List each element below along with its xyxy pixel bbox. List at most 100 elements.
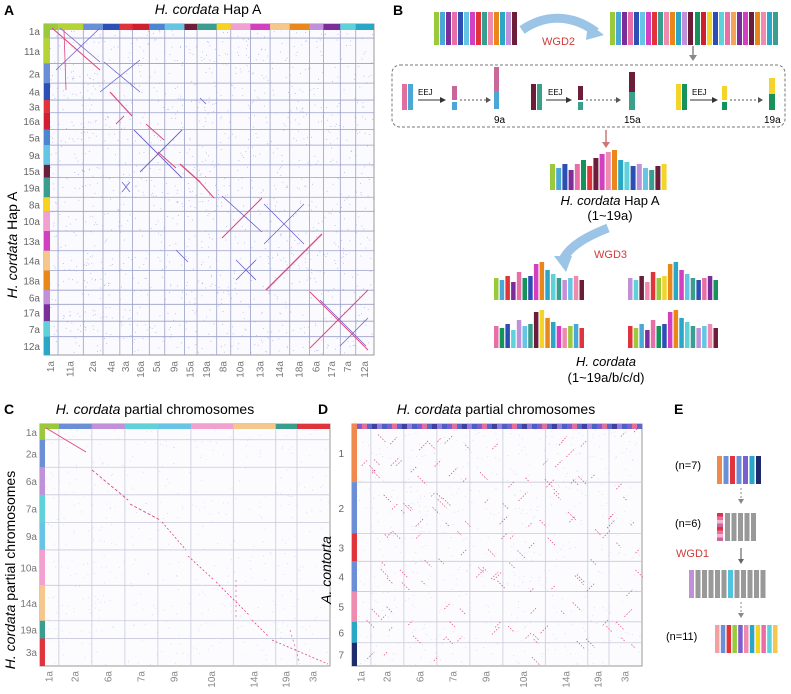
synteny-dash <box>410 466 417 473</box>
noise-dot <box>304 258 306 260</box>
noise-dot <box>208 155 209 157</box>
noise-dot <box>63 518 65 520</box>
noise-dot <box>460 478 462 480</box>
y-tick-label: 3a <box>26 648 38 659</box>
noise-dot <box>283 129 285 131</box>
noise-dot <box>355 224 357 226</box>
noise-dot <box>277 254 279 256</box>
noise-dot <box>112 258 113 260</box>
noise-dot <box>220 95 222 96</box>
noise-dot <box>142 608 144 610</box>
noise-dot <box>533 517 535 519</box>
color-bar-top <box>562 424 568 429</box>
synteny-dash <box>445 522 450 527</box>
noise-dot <box>316 229 318 231</box>
noise-dot <box>57 519 59 520</box>
noise-dot <box>370 532 372 533</box>
noise-dot <box>66 178 68 179</box>
noise-dot <box>299 242 301 244</box>
noise-dot <box>160 501 162 503</box>
noise-dot <box>201 295 203 297</box>
noise-dot <box>88 597 90 599</box>
noise-dot <box>93 538 95 540</box>
noise-dot <box>318 222 320 224</box>
noise-dot <box>296 108 298 110</box>
noise-dot <box>167 254 169 256</box>
chromosome <box>667 264 673 300</box>
noise-dot <box>582 583 583 585</box>
noise-dot <box>389 534 391 536</box>
noise-dot <box>336 39 338 41</box>
noise-dot <box>620 631 622 633</box>
noise-dot <box>82 564 84 565</box>
noise-dot <box>524 447 526 449</box>
noise-dot <box>160 208 162 210</box>
noise-dot <box>333 288 335 289</box>
x-tick-label: 17a <box>327 361 338 378</box>
noise-dot <box>225 595 227 596</box>
noise-dot <box>325 107 327 108</box>
noise-dot <box>78 199 80 201</box>
noise-dot <box>55 566 57 568</box>
noise-dot <box>430 639 432 641</box>
noise-dot <box>125 162 127 164</box>
noise-dot <box>242 655 244 657</box>
y-tick-label: 6 <box>338 628 344 639</box>
chromosome <box>707 12 712 45</box>
noise-dot <box>177 202 179 203</box>
noise-dot <box>144 278 146 279</box>
noise-dot <box>475 638 477 639</box>
noise-dot <box>69 311 71 313</box>
noise-dot <box>201 241 203 243</box>
noise-dot <box>247 147 249 149</box>
noise-dot <box>307 326 309 328</box>
color-bar-left <box>44 211 50 232</box>
chromosome <box>655 166 661 190</box>
noise-dot <box>374 576 375 578</box>
chromosome <box>516 272 522 300</box>
noise-dot <box>147 31 149 32</box>
noise-dot <box>409 468 411 470</box>
noise-dot <box>305 32 307 33</box>
noise-dot <box>363 53 365 55</box>
noise-dot <box>182 206 184 208</box>
noise-dot <box>422 628 424 630</box>
noise-dot <box>171 118 173 119</box>
noise-dot <box>281 447 283 449</box>
noise-dot <box>461 661 462 663</box>
noise-dot <box>518 663 519 665</box>
noise-dot <box>280 259 282 261</box>
noise-dot <box>66 447 68 449</box>
chromosome <box>645 282 650 300</box>
noise-dot <box>155 331 157 333</box>
noise-dot <box>76 266 78 268</box>
noise-dot <box>109 600 111 602</box>
noise-dot <box>137 349 139 351</box>
noise-dot <box>335 244 337 246</box>
noise-dot <box>115 543 117 545</box>
noise-dot <box>246 455 248 457</box>
noise-dot <box>92 175 94 177</box>
noise-dot <box>195 310 197 312</box>
noise-dot <box>293 263 295 265</box>
synteny-dash <box>371 608 381 618</box>
noise-dot <box>628 633 629 634</box>
noise-dot <box>180 47 182 48</box>
noise-dot <box>143 471 144 473</box>
noise-dot <box>259 213 261 215</box>
noise-dot <box>372 507 374 509</box>
synteny-dash <box>381 562 386 567</box>
noise-dot <box>599 571 601 573</box>
noise-dot <box>56 612 58 614</box>
noise-dot <box>109 508 111 509</box>
noise-dot <box>221 603 223 605</box>
noise-dot <box>261 649 263 651</box>
synteny-dash <box>464 520 471 527</box>
noise-dot <box>159 471 161 473</box>
noise-dot <box>477 528 479 530</box>
noise-dot <box>91 278 93 280</box>
color-bar-top <box>102 24 120 30</box>
noise-dot <box>385 561 387 563</box>
chromosome-band <box>717 523 723 527</box>
